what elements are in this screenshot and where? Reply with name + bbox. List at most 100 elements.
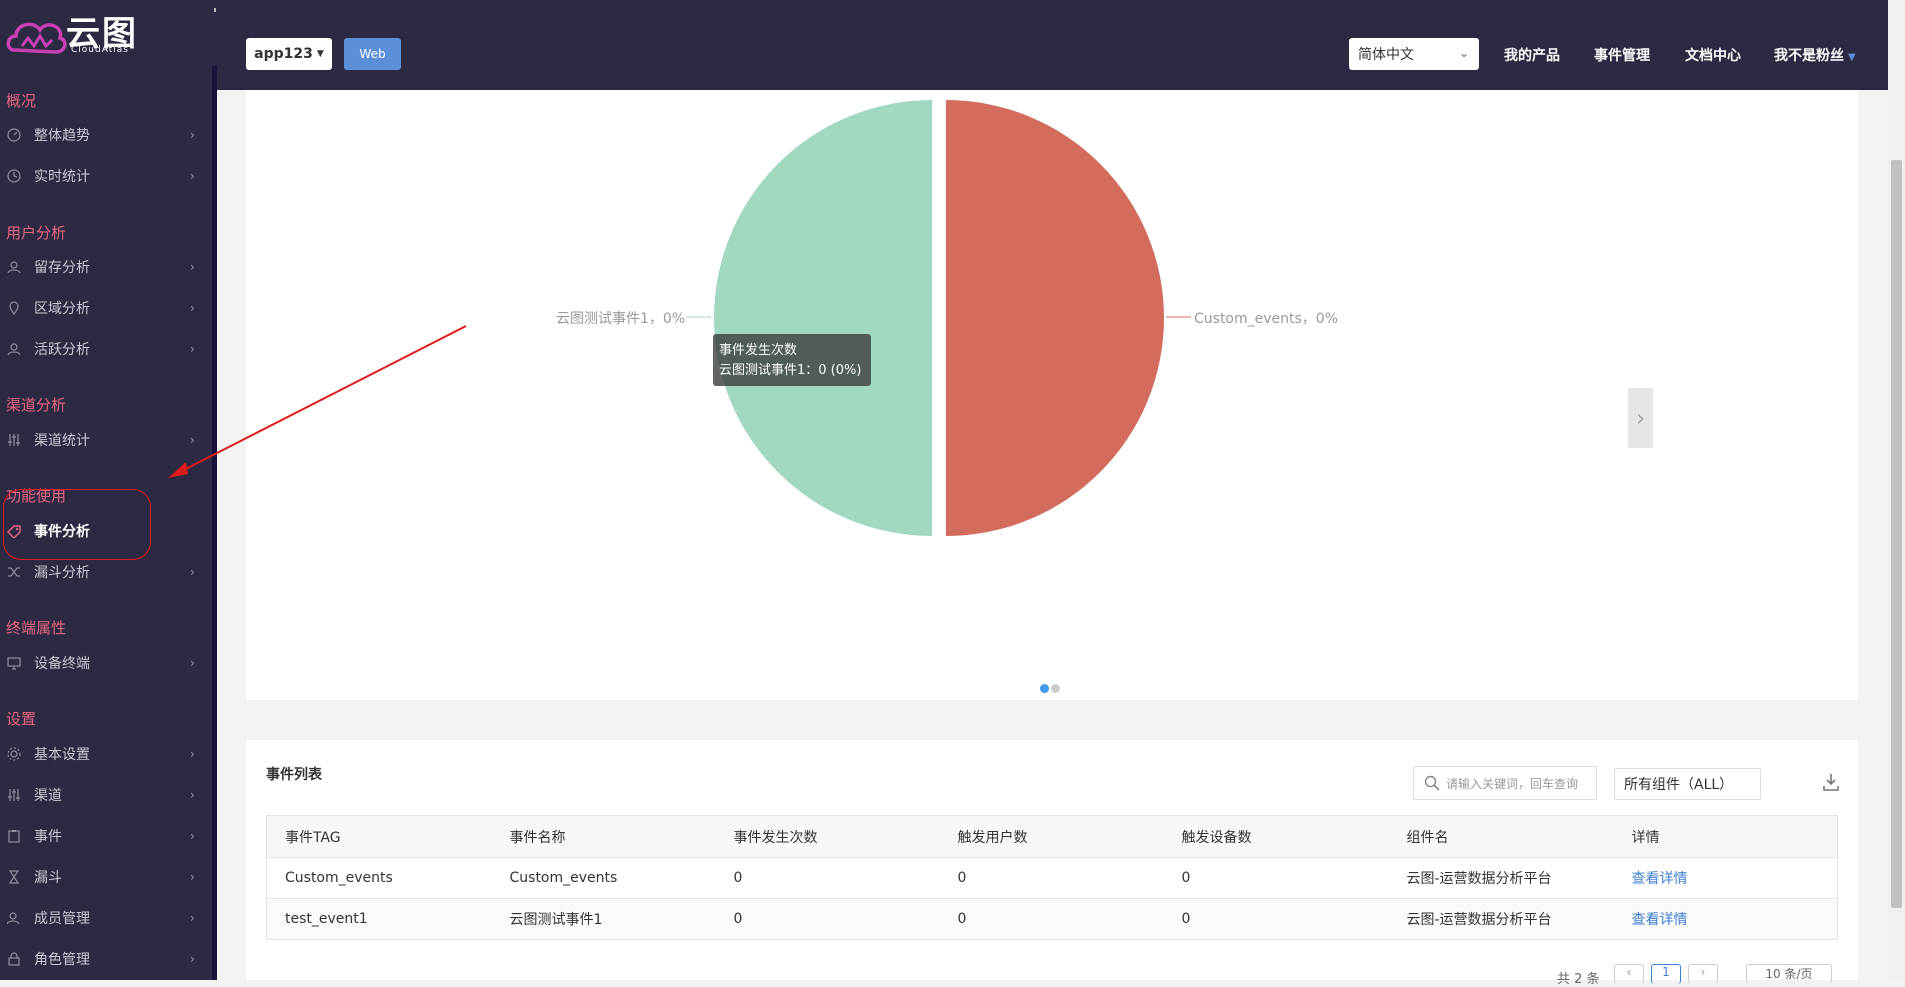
nav-docs[interactable]: 文档中心 xyxy=(1685,48,1741,64)
view-details-link[interactable]: 查看详情 xyxy=(1631,871,1688,887)
chevron-right-icon: › xyxy=(190,128,195,142)
sidebar-item-label: 漏斗 xyxy=(34,870,62,886)
nav-event-management[interactable]: 事件管理 xyxy=(1594,48,1650,64)
chevron-right-icon: › xyxy=(190,952,195,966)
chevron-right-icon: › xyxy=(190,788,195,802)
prev-page-button[interactable]: ‹ xyxy=(1614,964,1644,984)
sidebar-edge xyxy=(212,66,217,980)
events-table: 事件TAG 事件名称 事件发生次数 触发用户数 触发设备数 组件名 详情 Cus… xyxy=(266,815,1838,940)
pie-label-custom-events: Custom_events，0% xyxy=(1194,311,1339,327)
monitor-icon xyxy=(6,655,22,671)
sidebar-item-realtime[interactable]: 实时统计 › xyxy=(0,159,212,193)
pager-dot[interactable] xyxy=(1051,684,1060,693)
view-details-link[interactable]: 查看详情 xyxy=(1631,912,1688,928)
sidebar-item-label: 漏斗分析 xyxy=(34,565,90,581)
sidebar-item-retention[interactable]: 留存分析 › xyxy=(0,250,212,284)
pie-label-test-event1: 云图测试事件1，0% xyxy=(556,311,686,327)
language-select[interactable]: 简体中文 ⌄ xyxy=(1349,38,1479,70)
app-select[interactable]: app123 ▼ xyxy=(246,38,332,70)
sidebar-item-channel[interactable]: 渠道 › xyxy=(0,778,212,812)
cell-users: 0 xyxy=(939,857,1164,899)
cell-count: 0 xyxy=(715,898,940,940)
sidebar-item-event[interactable]: 事件 › xyxy=(0,819,212,853)
annotation-arrow-icon xyxy=(168,325,467,478)
chevron-right-icon: › xyxy=(190,433,195,447)
sidebar-item-label: 渠道统计 xyxy=(34,433,90,449)
cell-name: Custom_events xyxy=(491,857,716,899)
caret-down-icon: ▼ xyxy=(316,49,324,59)
chevron-right-icon: › xyxy=(190,342,195,356)
sidebar-item-label: 成员管理 xyxy=(34,911,90,927)
gauge-icon xyxy=(6,127,22,143)
sidebar-item-basic-settings[interactable]: 基本设置 › xyxy=(0,737,212,771)
sidebar-item-label: 设备终端 xyxy=(34,656,90,672)
search-placeholder: 请输入关键词，回车查询 xyxy=(1446,776,1579,791)
pie-chart xyxy=(686,100,1191,536)
scrollbar-thumb[interactable] xyxy=(1891,160,1902,908)
event-search-input[interactable]: 请输入关键词，回车查询 xyxy=(1413,766,1597,800)
pie-slice-test-event1[interactable] xyxy=(714,100,932,536)
gear-icon xyxy=(6,746,22,762)
user-menu[interactable]: 我不是粉丝 ▼ xyxy=(1774,45,1856,65)
chart-tooltip: 事件发生次数 云图测试事件1：0 (0%) xyxy=(713,334,871,386)
sidebar-item-label: 事件 xyxy=(34,829,62,845)
section-title-device-attrs: 终端属性 xyxy=(6,619,67,637)
sidebar-item-label: 留存分析 xyxy=(34,260,90,276)
annotation-circle xyxy=(3,489,151,560)
sidebar-item-members[interactable]: 成员管理 › xyxy=(0,901,212,935)
page-size-select[interactable]: 10 条/页 xyxy=(1746,964,1832,984)
hourglass-icon xyxy=(6,869,22,885)
sidebar-item-label: 活跃分析 xyxy=(34,342,90,358)
sidebar-item-region[interactable]: 区域分析 › xyxy=(0,291,212,325)
platform-web-button[interactable]: Web xyxy=(344,38,401,70)
download-icon[interactable] xyxy=(1821,772,1841,792)
sidebar-item-funnel-analysis[interactable]: 漏斗分析 › xyxy=(0,555,212,589)
sidebar-item-funnel[interactable]: 漏斗 › xyxy=(0,860,212,894)
page-number-button[interactable]: 1 xyxy=(1651,964,1681,984)
column-header: 组件名 xyxy=(1388,815,1614,858)
sidebar-item-channel-stats[interactable]: 渠道统计 › xyxy=(0,423,212,457)
map-pin-icon xyxy=(6,300,22,316)
total-count: 共 2 条 xyxy=(1557,972,1600,987)
search-icon xyxy=(1424,775,1440,791)
chevron-right-icon: › xyxy=(190,656,195,670)
chevron-down-icon: ⌄ xyxy=(1458,46,1469,60)
table-row: test_event1 云图测试事件1 0 0 0 云图-运营数据分析平台 查看… xyxy=(266,898,1838,940)
table-row: Custom_events Custom_events 0 0 0 云图-运营数… xyxy=(266,857,1838,899)
cell-component: 云图-运营数据分析平台 xyxy=(1388,898,1614,940)
sidebar-item-overall-trend[interactable]: 整体趋势 › xyxy=(0,118,212,152)
pie-slice-custom-events[interactable] xyxy=(946,100,1164,536)
cell-devices: 0 xyxy=(1163,857,1389,899)
sidebar-item-label: 基本设置 xyxy=(34,747,90,763)
chevron-right-icon: › xyxy=(190,565,195,579)
component-filter-select[interactable]: 所有组件（ALL） xyxy=(1614,768,1761,800)
tag-icon xyxy=(6,523,22,539)
cell-count: 0 xyxy=(715,857,940,899)
sidebar-item-label: 角色管理 xyxy=(34,952,90,968)
sidebar-item-event-analysis[interactable]: 事件分析 xyxy=(0,514,212,548)
top-bar: app123 ▼ Web 简体中文 ⌄ 我的产品 事件管理 文档中心 我不是粉丝 ▼ xyxy=(217,0,1888,90)
pager-dot-active[interactable] xyxy=(1040,684,1049,693)
cell-tag: test_event1 xyxy=(266,898,492,940)
cell-name: 云图测试事件1 xyxy=(491,898,716,940)
sidebar-item-roles[interactable]: 角色管理 › xyxy=(0,942,212,976)
clock-icon xyxy=(6,168,22,184)
next-page-button[interactable]: › xyxy=(1688,964,1718,984)
section-title-channel-analysis: 渠道分析 xyxy=(6,396,67,414)
user-icon xyxy=(6,259,22,275)
sidebar-item-active[interactable]: 活跃分析 › xyxy=(0,332,212,366)
chart-panel: 云图测试事件1，0% Custom_events，0% › xyxy=(246,90,1858,700)
cell-devices: 0 xyxy=(1163,898,1389,940)
events-title: 事件列表 xyxy=(266,767,322,783)
column-header: 事件名称 xyxy=(491,815,716,858)
column-header: 触发设备数 xyxy=(1163,815,1389,858)
nav-my-products[interactable]: 我的产品 xyxy=(1504,48,1560,64)
chevron-right-icon: › xyxy=(190,829,195,843)
column-header: 触发用户数 xyxy=(939,815,1164,858)
user-name: 我不是粉丝 xyxy=(1774,48,1844,64)
lock-icon xyxy=(6,951,22,967)
chart-next-button[interactable]: › xyxy=(1628,388,1653,448)
caret-down-icon: ▼ xyxy=(1848,52,1856,63)
sidebar-item-device[interactable]: 设备终端 › xyxy=(0,646,212,680)
events-panel: 事件列表 请输入关键词，回车查询 所有组件（ALL） 事件TAG 事件名称 事件… xyxy=(246,740,1858,987)
